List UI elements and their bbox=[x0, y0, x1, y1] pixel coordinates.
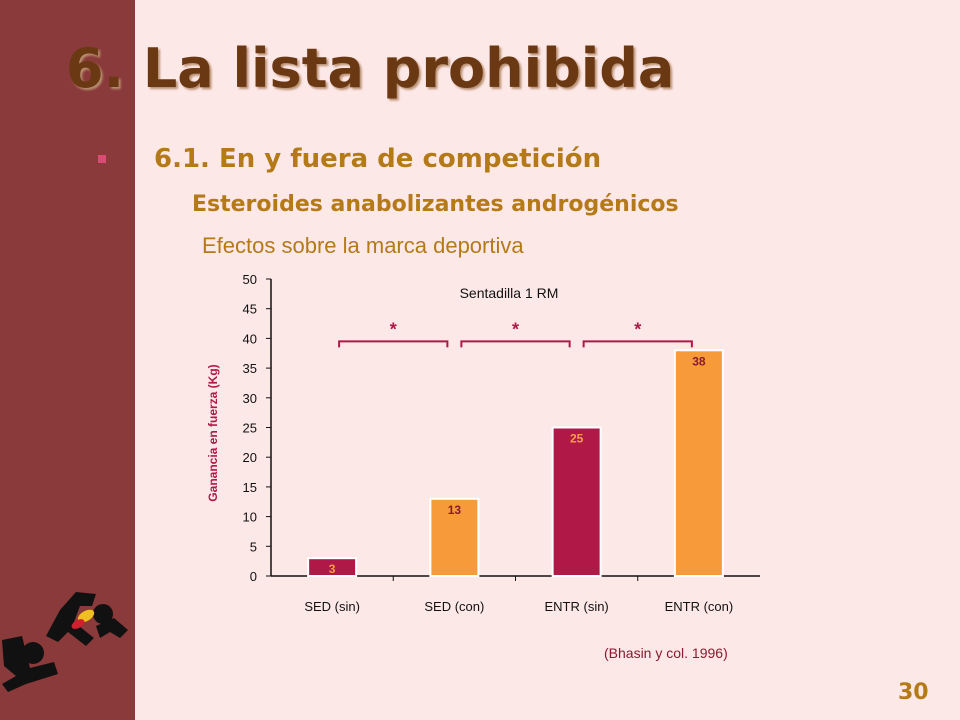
significance-bracket bbox=[460, 340, 571, 348]
y-tick-label: 20 bbox=[243, 450, 257, 465]
x-tick-label: SED (sin) bbox=[304, 599, 360, 614]
significance-marker: * bbox=[512, 319, 519, 339]
chart-title: Sentadilla 1 RM bbox=[460, 285, 559, 301]
y-tick-label: 25 bbox=[243, 421, 257, 436]
y-tick-label: 40 bbox=[243, 331, 257, 346]
citation: (Bhasin y col. 1996) bbox=[604, 645, 728, 661]
bar bbox=[429, 497, 480, 577]
y-tick-label: 50 bbox=[243, 272, 257, 287]
y-tick-label: 0 bbox=[250, 569, 257, 584]
significance-bracket bbox=[582, 340, 693, 348]
topic-heading: Esteroides anabolizantes androgénicos bbox=[192, 192, 679, 217]
data-label: 3 bbox=[329, 562, 336, 576]
topic-subheading: Efectos sobre la marca deportiva bbox=[202, 233, 524, 258]
x-tick-label: ENTR (sin) bbox=[544, 599, 608, 614]
y-tick-label: 35 bbox=[243, 361, 257, 376]
y-axis-label: Ganancia en fuerza (Kg) bbox=[206, 364, 220, 501]
bar bbox=[307, 557, 358, 577]
data-label: 25 bbox=[570, 432, 584, 446]
page-number: 30 bbox=[898, 680, 929, 705]
bar bbox=[551, 426, 602, 577]
y-tick-label: 15 bbox=[243, 480, 257, 495]
anti-doping-athlete-logo-icon bbox=[2, 592, 128, 692]
y-tick-label: 30 bbox=[243, 391, 257, 406]
bar bbox=[673, 349, 724, 577]
square-bullet-icon bbox=[98, 155, 106, 163]
slide-title: 6. La lista prohibida bbox=[66, 37, 675, 100]
y-tick-label: 5 bbox=[250, 539, 257, 554]
y-tick-label: 10 bbox=[243, 510, 257, 525]
x-tick-label: ENTR (con) bbox=[665, 599, 734, 614]
data-label: 38 bbox=[692, 354, 706, 368]
section-subtitle: 6.1. En y fuera de competición bbox=[154, 144, 602, 174]
data-label: 13 bbox=[448, 503, 462, 517]
significance-marker: * bbox=[634, 319, 641, 339]
y-tick-label: 45 bbox=[243, 302, 257, 317]
sidebar-band bbox=[0, 0, 135, 720]
significance-marker: * bbox=[390, 319, 397, 339]
significance-bracket bbox=[338, 340, 449, 348]
x-tick-label: SED (con) bbox=[424, 599, 484, 614]
